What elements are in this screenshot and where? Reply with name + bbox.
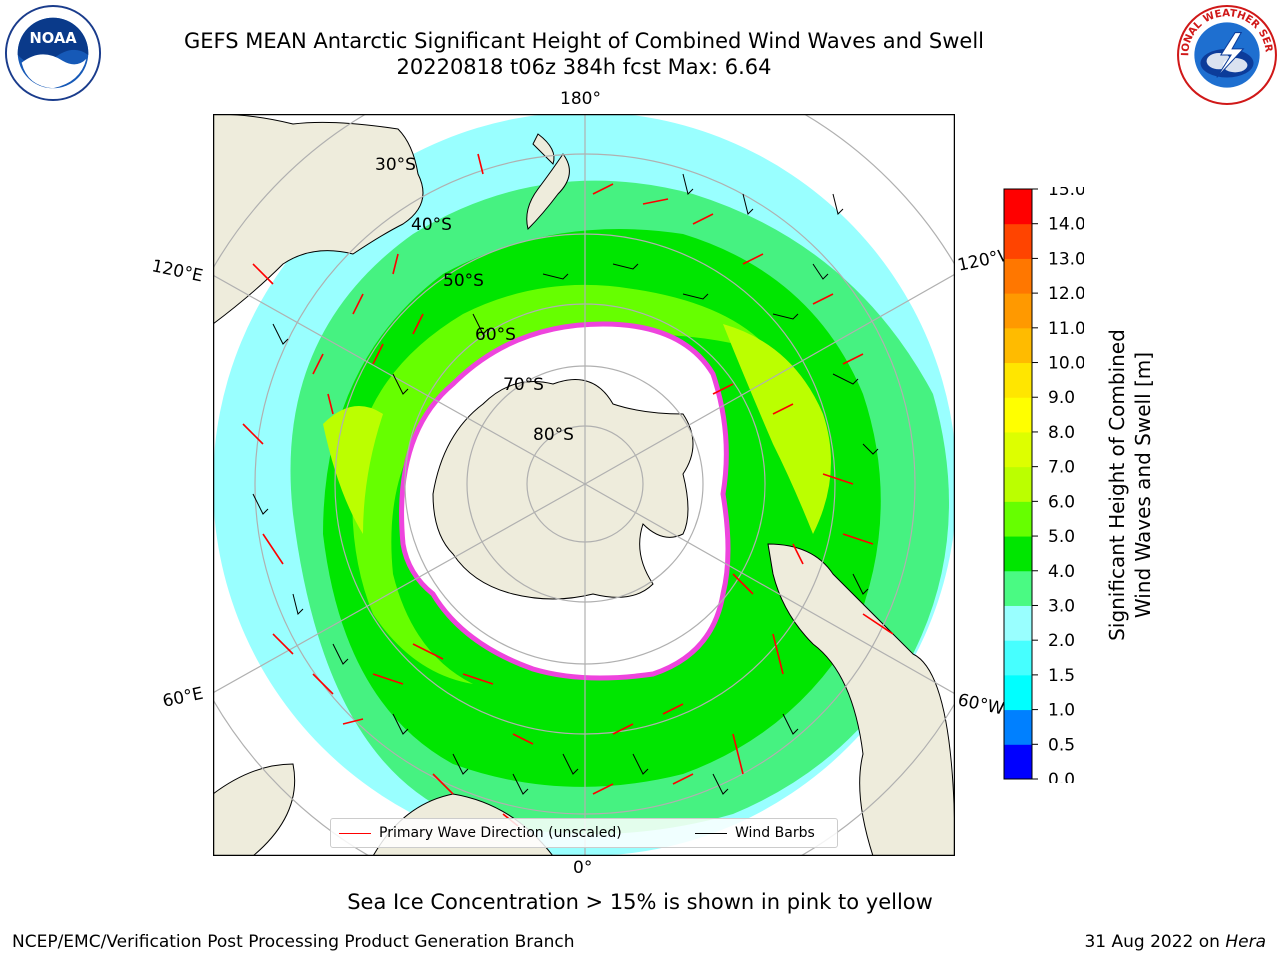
lat-label-80s: 80°S: [533, 425, 574, 445]
colorbar-tick-label: 9.0: [1048, 388, 1075, 408]
antarctic-wave-map: 30°S 40°S 50°S 60°S 70°S 80°S: [213, 114, 955, 856]
red-line-icon: [339, 832, 371, 834]
colorbar-tick-label: 15.0: [1048, 187, 1084, 200]
peak-wave-east: [723, 324, 831, 534]
black-line-icon: [695, 832, 727, 834]
colorbar-label: Significant Height of Combined Wind Wave…: [1104, 275, 1156, 695]
colorbar-segment: [1004, 327, 1032, 364]
colorbar-tick-label: 4.0: [1048, 562, 1075, 582]
colorbar-tick-label: 1.0: [1048, 701, 1075, 721]
colorbar-segment: [1004, 536, 1032, 572]
colorbar-segment: [1004, 605, 1032, 641]
colorbar-tick-label: 0.0: [1048, 770, 1075, 783]
map-frame: [213, 114, 955, 856]
wind-barbs: [252, 173, 879, 795]
colorbar-tick-label: 8.0: [1048, 423, 1075, 443]
map-legend: Primary Wave Direction (unscaled) Wind B…: [330, 818, 838, 848]
svg-text:NOAA: NOAA: [29, 30, 77, 47]
graticule: [213, 114, 955, 856]
colorbar-segment: [1004, 223, 1032, 259]
footer-branch: NCEP/EMC/Verification Post Processing Pr…: [12, 932, 575, 952]
colorbar-segment: [1004, 189, 1032, 225]
colorbar-tick-label: 3.0: [1048, 596, 1075, 616]
south-america-land: [767, 543, 955, 856]
legend-wave-direction: Primary Wave Direction (unscaled): [339, 825, 622, 841]
lon-label-60e: 60°E: [160, 683, 206, 712]
colorbar-segment: [1004, 640, 1032, 676]
nws-logo: NATIONAL WEATHER SERVICE: [1176, 4, 1277, 105]
footer-machine: Hera: [1225, 932, 1266, 952]
wave-direction-arrows: [242, 153, 894, 827]
colorbar-segment: [1004, 397, 1032, 433]
colorbar-tick-label: 12.0: [1048, 284, 1084, 304]
colorbar-segment: [1004, 674, 1032, 711]
colorbar-segment: [1004, 570, 1032, 606]
colorbar-segment: [1004, 362, 1032, 398]
lat-label-30s: 30°S: [375, 155, 416, 175]
colorbar-tick-label: 11.0: [1048, 319, 1084, 339]
peak-wave-southwest: [323, 406, 383, 534]
lon-label-120e: 120°E: [149, 256, 205, 287]
new-zealand-south-island: [526, 153, 570, 230]
colorbar-tick-label: 2.0: [1048, 631, 1075, 651]
footer-date-text: 31 Aug 2022 on: [1084, 932, 1226, 952]
colorbar-segment: [1004, 709, 1032, 745]
antarctica-land: [432, 379, 694, 600]
colorbar-segment: [1004, 258, 1032, 294]
forecast-subtitle: 20220818 t06z 384h fcst Max: 6.64: [396, 55, 772, 79]
colorbar-tick-label: 1.5: [1048, 666, 1075, 686]
legend-wind-barbs: Wind Barbs: [695, 825, 815, 841]
colorbar-segment: [1004, 744, 1032, 780]
colorbar-tick-label: 6.0: [1048, 492, 1075, 512]
lat-label-60s: 60°S: [475, 325, 516, 345]
colorbar-tick-label: 7.0: [1048, 458, 1075, 478]
lon-label-60w: 60°W: [955, 690, 1007, 720]
colorbar-segment: [1004, 501, 1032, 537]
colorbar-segment: [1004, 466, 1032, 502]
lon-label-0: 0°: [573, 858, 593, 878]
wave-height-colorbar: 0.0 0.5 1.0 1.5 2.0 3.0 4.0 5.0 6.0 7.0 8.0 9.0 10.0…: [1003, 187, 1084, 783]
colorbar-tick-label: 0.5: [1048, 735, 1075, 755]
lat-label-40s: 40°S: [411, 215, 452, 235]
colorbar-segment: [1004, 293, 1032, 329]
colorbar-label-line1: Significant Height of Combined: [1105, 329, 1129, 641]
colorbar-segment: [1004, 431, 1032, 468]
lat-label-50s: 50°S: [443, 271, 484, 291]
colorbar-tick-label: 13.0: [1048, 249, 1084, 269]
legend-wave-direction-label: Primary Wave Direction (unscaled): [379, 825, 622, 841]
footer-date: 31 Aug 2022 on Hera: [1084, 932, 1266, 952]
lon-label-180: 180°: [560, 89, 601, 109]
colorbar-tick-label: 5.0: [1048, 527, 1075, 547]
colorbar-tick-label: 10.0: [1048, 354, 1084, 374]
colorbar-label-line2: Wind Waves and Swell [m]: [1131, 351, 1155, 619]
australia-land: [213, 114, 424, 325]
africa-land: [213, 763, 296, 856]
map-title: GEFS MEAN Antarctic Significant Height o…: [183, 29, 985, 53]
noaa-logo: NOAA: [4, 4, 102, 102]
legend-wind-barbs-label: Wind Barbs: [735, 825, 815, 841]
lat-label-70s: 70°S: [503, 375, 544, 395]
colorbar-frame: [1003, 188, 1033, 780]
sea-ice-note: Sea Ice Concentration > 15% is shown in …: [347, 890, 933, 914]
colorbar-tick-label: 14.0: [1048, 215, 1084, 235]
